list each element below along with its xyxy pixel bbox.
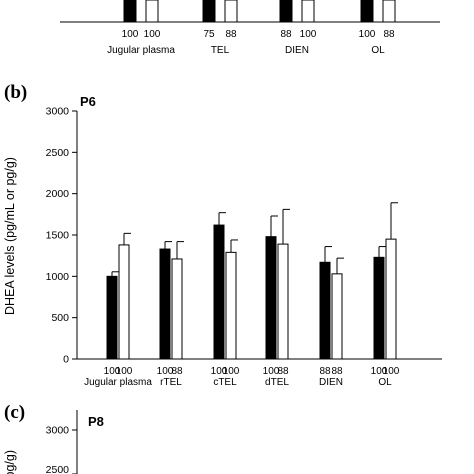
panel-a-percent-label: 100 — [359, 29, 376, 40]
panel-b-category-label: DIEN — [319, 377, 343, 388]
panel-a-bar — [382, 0, 396, 23]
panel-b-percent-label: 88 — [331, 366, 343, 377]
panel-a-percent-label: 100 — [300, 29, 317, 40]
panel-b-y-tick-label: 1000 — [46, 271, 70, 283]
panel-b-bar — [385, 238, 397, 360]
panel-b-y-tick-label: 2000 — [46, 188, 70, 200]
panel-a-category-label: DIEN — [285, 45, 309, 56]
panel-b-y-tick-label: 1500 — [46, 230, 70, 242]
panel-b-percent-label: 100 — [104, 366, 121, 377]
panel-b-chart: (b) P6 DHEA levels (pg/mL or pg/g) 0 500 1… — [3, 82, 442, 388]
panel-b-bar — [277, 243, 289, 360]
panel-b-bar — [118, 244, 130, 360]
panel-b-category-label: rTEL — [160, 377, 182, 388]
panel-a-percent-label: 88 — [383, 29, 395, 40]
panel-b-percent-label: 100 — [223, 366, 240, 377]
panel-b-y-tick-label: 500 — [51, 312, 69, 324]
panel-c-title: P8 — [88, 414, 104, 429]
panel-b-bar — [331, 273, 343, 360]
panel-b-percent-label: 100 — [211, 366, 228, 377]
panel-c-y-axis-label: (pg/g) — [3, 450, 17, 474]
panel-c-y-tick-label: 2500 — [46, 464, 70, 474]
panel-a-bar — [145, 0, 159, 23]
panel-a-percent-label: 100 — [122, 29, 139, 40]
panel-b-title: P6 — [80, 94, 96, 109]
panel-a-bar — [360, 0, 374, 23]
panel-b-bar — [319, 261, 331, 360]
panel-b-y-axis-label: DHEA levels (pg/mL or pg/g) — [3, 157, 17, 315]
panel-a-percent-label: 88 — [225, 29, 237, 40]
panel-b-bar — [373, 256, 385, 360]
panel-b-category-label: OL — [378, 377, 392, 388]
panel-b-percent-label: 88 — [171, 366, 183, 377]
panel-b-bar — [159, 248, 171, 360]
panel-a-bar — [202, 0, 216, 23]
panel-a-bar — [279, 0, 293, 23]
panel-b-y-tick-label: 2500 — [46, 147, 70, 159]
panel-b-percent-label: 100 — [371, 366, 388, 377]
panel-b-percent-label: 88 — [319, 366, 331, 377]
panel-b-category-label: Jugular plasma — [84, 377, 152, 388]
panel-a-category-label: Jugular plasma — [107, 45, 175, 56]
panel-a-bar — [224, 0, 238, 23]
panel-b-bar — [225, 251, 237, 360]
panel-a-bar — [123, 0, 137, 23]
panel-b-y-tick-label: 3000 — [46, 106, 70, 118]
panel-b-percent-label: 100 — [116, 366, 133, 377]
panel-a-bar — [301, 0, 315, 23]
panel-b-letter: (b) — [4, 82, 27, 103]
panel-b-percent-label: 88 — [277, 366, 289, 377]
panel-a-category-label: OL — [371, 45, 385, 56]
panel-b-category-label: cTEL — [213, 377, 237, 388]
panel-c-chart: (c) P8 (pg/g) 2500 3000 — [3, 402, 104, 474]
panel-b-bar — [106, 275, 118, 360]
panel-c-y-tick-label: 3000 — [46, 425, 70, 437]
panel-a-category-label: TEL — [211, 45, 230, 56]
panel-b-y-tick-label: 0 — [63, 354, 69, 366]
panel-b-percent-label: 100 — [263, 366, 280, 377]
panel-a-chart: 100 100 75 88 88 100 100 88 Jugular plasma TEL DI… — [60, 0, 440, 56]
panel-b-bar — [171, 258, 183, 360]
panel-b-percent-label: 100 — [157, 366, 174, 377]
panel-b-bar — [265, 236, 277, 360]
panel-a-percent-label: 100 — [144, 29, 161, 40]
panel-b-percent-label: 100 — [383, 366, 400, 377]
panel-c-letter: (c) — [4, 402, 25, 423]
panel-a-percent-label: 88 — [280, 29, 292, 40]
panel-b-bar — [213, 224, 225, 360]
panel-b-category-label: dTEL — [265, 377, 289, 388]
panel-a-percent-label: 75 — [203, 29, 215, 40]
